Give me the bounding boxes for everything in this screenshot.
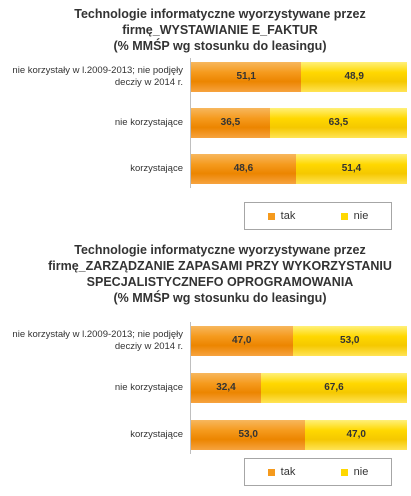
chart-title: Technologie informatyczne wyorzystywane … xyxy=(40,6,400,54)
chart-e-invoicing: Technologie informatyczne wyorzystywane … xyxy=(0,0,411,240)
data-label: 67,6 xyxy=(324,382,344,393)
bar-segment-tak xyxy=(191,326,293,356)
legend: tak nie xyxy=(244,202,392,230)
bar-segment-nie xyxy=(295,154,407,184)
data-label: 51,1 xyxy=(236,71,256,82)
bar-row: korzystające 53,0 47,0 xyxy=(130,416,407,454)
bar-row: korzystające 48,6 51,4 xyxy=(130,150,407,188)
legend-item-tak: tak xyxy=(267,210,296,222)
legend-swatch-nie xyxy=(340,468,348,476)
legend-swatch-tak xyxy=(267,468,275,476)
data-label: 53,0 xyxy=(238,429,258,440)
legend-swatch-tak xyxy=(267,212,275,220)
chart-title-line: firmę_ZARZĄDZANIE ZAPASAMI PRZY WYKORZYS… xyxy=(48,259,392,273)
chart-title-line: Technologie informatyczne wyorzystywane … xyxy=(74,7,366,21)
legend: tak nie xyxy=(244,458,392,486)
data-label: 48,6 xyxy=(233,163,254,174)
chart-title: Technologie informatyczne wyorzystywane … xyxy=(40,242,400,306)
legend-label-tak: tak xyxy=(280,210,296,222)
category-label: nie korzystały w l.2009-2013; nie podjęł… xyxy=(12,329,183,352)
bar-row: nie korzystające 36,5 63,5 xyxy=(115,104,407,142)
legend-label-nie: nie xyxy=(353,466,369,478)
chart-title-line: (% MMŚP wg stosunku do leasingu) xyxy=(113,39,327,53)
bar-segment-nie xyxy=(305,420,407,450)
bar-segment-nie xyxy=(301,62,407,92)
data-label: 53,0 xyxy=(340,335,360,346)
bar-segment-nie xyxy=(269,108,407,138)
chart-title-line: firmę_WYSTAWIANIE E_FAKTUR xyxy=(122,23,318,37)
category-label: nie korzystające xyxy=(114,117,183,128)
legend-item-nie: nie xyxy=(340,210,369,222)
plot-area: nie korzystały w l.2009-2013; nie podjęł… xyxy=(12,322,407,454)
chart-title-line: (% MMŚP wg stosunku do leasingu) xyxy=(113,291,327,305)
bar-segment-nie xyxy=(260,373,407,403)
bar-segment-tak xyxy=(191,62,302,92)
chart-title-line: Technologie informatyczne wyorzystywane … xyxy=(74,243,366,257)
bar-row: nie korzystały w l.2009-2013; nie podjęł… xyxy=(12,58,407,96)
data-label: 47,0 xyxy=(232,335,252,346)
chart-title-line: SPECJALISTYCZNEFO OPROGRAMOWANIA xyxy=(86,275,354,289)
plot-area: nie korzystały w l.2009-2013; nie podjęł… xyxy=(12,58,407,188)
bar-segment-tak xyxy=(191,373,261,403)
category-label: nie korzystały w l.2009-2013; nie podjęł… xyxy=(12,65,183,88)
legend-label-tak: tak xyxy=(280,466,296,478)
legend-swatch-nie xyxy=(340,212,348,220)
category-label: korzystające xyxy=(130,163,183,174)
data-label: 32,4 xyxy=(216,382,236,393)
bar-row: nie korzystające 32,4 67,6 xyxy=(115,369,407,407)
data-label: 36,5 xyxy=(220,117,241,128)
legend-item-nie: nie xyxy=(340,466,369,478)
data-label: 48,9 xyxy=(344,71,364,82)
bar-segment-tak xyxy=(191,108,270,138)
legend-item-tak: tak xyxy=(267,466,296,478)
category-label: korzystające xyxy=(130,429,183,440)
data-label: 63,5 xyxy=(328,117,349,128)
bar-row: nie korzystały w l.2009-2013; nie podjęł… xyxy=(12,322,407,360)
data-label: 51,4 xyxy=(341,163,362,174)
category-label: nie korzystające xyxy=(114,382,183,393)
bar-segment-nie xyxy=(292,326,407,356)
bar-segment-tak xyxy=(191,154,296,184)
bar-segment-tak xyxy=(191,420,306,450)
legend-label-nie: nie xyxy=(353,210,369,222)
data-label: 47,0 xyxy=(346,429,366,440)
chart-inventory-management: Technologie informatyczne wyorzystywane … xyxy=(0,240,411,496)
